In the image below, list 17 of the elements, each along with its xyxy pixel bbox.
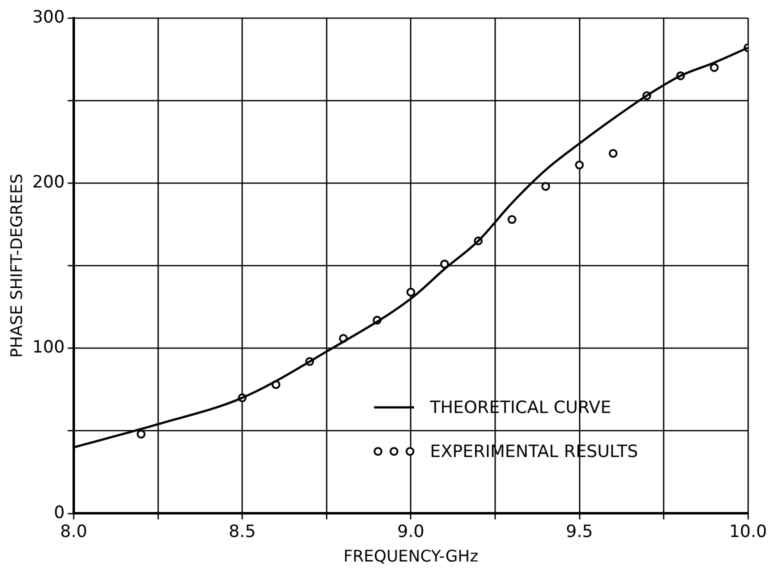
x-tick-label: 8.0: [60, 522, 88, 542]
y-tick-label: 300: [32, 7, 65, 28]
point: [575, 160, 584, 170]
y-axis-title: PHASE SHIFT-DEGREES: [6, 174, 26, 358]
x-tick-label: 9.5: [566, 522, 593, 542]
x-tick-label: 10.0: [729, 522, 767, 542]
point: [508, 215, 516, 224]
y-tick-label: 100: [32, 338, 65, 358]
point: [710, 63, 719, 72]
point: [406, 288, 416, 297]
x-axis-title: FREQUENCY-GHz: [343, 546, 478, 566]
point: [541, 182, 550, 191]
point: [608, 149, 618, 158]
y-tick-label: 200: [32, 172, 65, 193]
x-tick-label: 9.0: [397, 522, 424, 542]
x-tick-label: 8.5: [228, 522, 256, 542]
y-tick-label: 0: [54, 502, 65, 523]
